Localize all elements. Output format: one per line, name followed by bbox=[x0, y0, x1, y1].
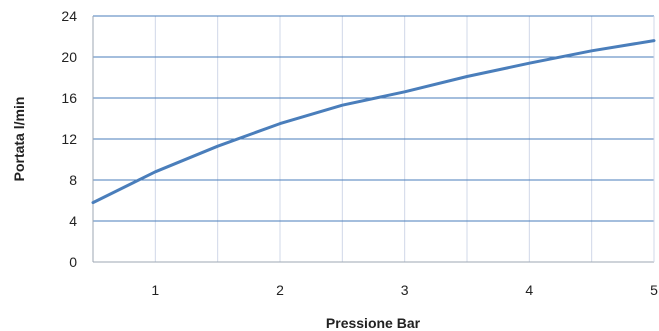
x-axis-label: Pressione Bar bbox=[326, 315, 421, 331]
x-tick-label: 5 bbox=[650, 282, 658, 298]
y-tick-label: 24 bbox=[61, 8, 77, 24]
y-tick-label: 12 bbox=[61, 131, 77, 147]
x-tick-label: 3 bbox=[401, 282, 409, 298]
x-tick-label: 4 bbox=[525, 282, 533, 298]
x-tick-labels: 1 2 3 4 5 bbox=[151, 282, 658, 298]
y-tick-label: 4 bbox=[69, 213, 77, 229]
y-axis-label: Portata l/min bbox=[11, 97, 27, 182]
grid bbox=[93, 15, 654, 262]
y-tick-label: 8 bbox=[69, 172, 77, 188]
y-tick-label: 20 bbox=[61, 49, 77, 65]
y-tick-label: 16 bbox=[61, 90, 77, 106]
y-tick-labels: 0 4 8 12 16 20 24 bbox=[61, 8, 77, 270]
series-group bbox=[91, 39, 656, 205]
series-line bbox=[91, 39, 656, 205]
y-tick-label: 0 bbox=[69, 254, 77, 270]
axes bbox=[92, 16, 655, 263]
x-tick-label: 1 bbox=[151, 282, 159, 298]
x-tick-label: 2 bbox=[276, 282, 284, 298]
